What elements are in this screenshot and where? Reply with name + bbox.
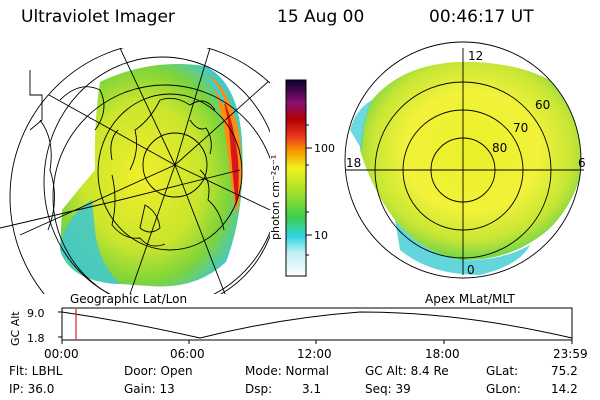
mlat-label-70: 70: [513, 121, 528, 135]
colorbar: 100 10 photon cm⁻²s⁻¹: [269, 79, 335, 277]
xtick-2359: 23:59: [553, 347, 588, 361]
gain-status: Gain: 13: [124, 382, 175, 396]
mlt-label-18: 18: [346, 156, 361, 170]
colorbar-tick-10: 10: [314, 229, 328, 242]
mlat-label-80: 80: [492, 141, 507, 155]
altitude-ylabel: GC Alt: [9, 311, 22, 346]
gcalt-status: GC Alt: 8.4 Re: [365, 364, 449, 378]
instrument-title: Ultraviolet Imager: [21, 7, 175, 27]
altitude-curve: [61, 311, 573, 339]
dsp-value: 3.1: [302, 382, 322, 396]
glat-label: GLat:: [486, 364, 519, 378]
glon-label: GLon:: [486, 382, 521, 396]
mlt-label-12: 12: [468, 49, 483, 63]
ip-status: IP: 36.0: [9, 382, 55, 396]
geographic-caption: Geographic Lat/Lon: [70, 292, 188, 306]
xtick-0600: 06:00: [170, 347, 205, 361]
altitude-ytick-top: 9.0: [27, 307, 45, 320]
glon-value: 14.2: [551, 382, 578, 396]
xtick-1200: 12:00: [297, 347, 332, 361]
door-status: Door: Open: [124, 364, 193, 378]
altitude-ytick-bottom: 1.8: [27, 332, 45, 345]
mlt-label-6: 6: [578, 156, 586, 170]
magnetic-image: 12 18 6 0 60 70 80: [344, 41, 586, 279]
observation-date: 15 Aug 00: [277, 7, 365, 27]
flt-status: Flt: LBHL: [9, 364, 63, 378]
observation-time: 00:46:17 UT: [429, 7, 534, 27]
glat-value: 75.2: [551, 364, 578, 378]
altitude-plot: GC Alt 9.0 1.8: [9, 307, 573, 346]
mode-status: Mode: Normal: [245, 364, 329, 378]
xtick-0000: 00:00: [44, 347, 79, 361]
mlt-label-0: 0: [467, 263, 475, 277]
colorbar-unit-label: photon cm⁻²s⁻¹: [269, 155, 282, 240]
mlat-label-60: 60: [535, 98, 550, 112]
dsp-label: Dsp:: [245, 382, 273, 396]
geographic-image: [0, 48, 270, 294]
seq-status: Seq: 39: [365, 382, 411, 396]
apex-caption: Apex MLat/MLT: [425, 292, 515, 306]
xtick-1800: 18:00: [425, 347, 460, 361]
colorbar-tick-100: 100: [314, 142, 335, 155]
